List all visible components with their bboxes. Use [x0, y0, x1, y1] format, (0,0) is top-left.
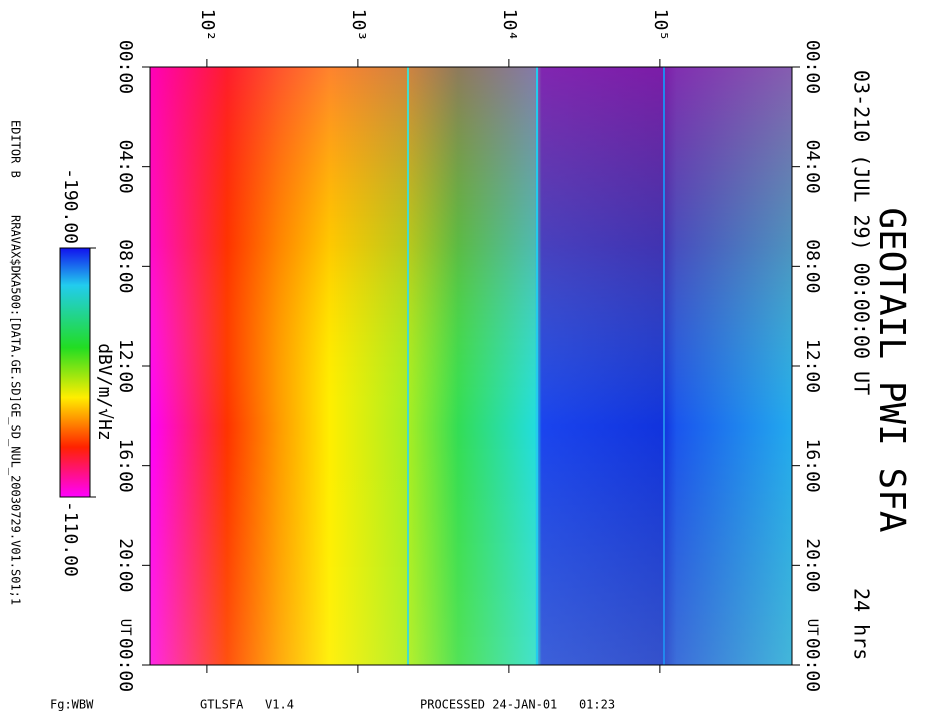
footer-program: GTLSFA V1.4: [200, 698, 294, 712]
subtitle: 03-210 (JUL 29) 00:00:00 UT: [850, 70, 874, 395]
footer-processed: PROCESSED 24-JAN-01 01:23: [420, 698, 615, 712]
x-tick-label: 10⁴: [499, 9, 520, 42]
y-tick-label: 16:00: [802, 439, 823, 493]
editor: EDITOR B: [9, 120, 23, 178]
y-tick-label: 12:00: [802, 339, 823, 393]
footer-mode: Fg:WBW: [50, 698, 94, 712]
time-unit: UT: [804, 619, 820, 636]
spectrogram-shade: [150, 67, 792, 665]
title: GEOTAIL PWI SFA: [871, 207, 912, 532]
y-tick-label: 08:00: [802, 239, 823, 293]
file-path: RRAVAX$DKA500:[DATA.GE.SD]GE_SD_NUL_2003…: [9, 215, 23, 605]
y-tick-label: 20:00: [802, 538, 823, 592]
y-tick-label: 08:00: [115, 239, 136, 293]
y-tick-label: 12:00: [115, 339, 136, 393]
spectrogram: [150, 67, 792, 665]
x-tick-label: 10³: [348, 9, 369, 42]
colorbar-tick-label: -190.00: [60, 168, 81, 244]
x-tick-label: 10⁵: [650, 9, 671, 42]
colorbar: [59, 247, 91, 498]
x-tick-label: 10²: [197, 9, 218, 42]
y-tick-label: 16:00: [115, 439, 136, 493]
y-tick-label: 00:00: [802, 638, 823, 692]
duration: 24 hrs: [850, 588, 874, 660]
time-unit: UT: [117, 619, 133, 636]
y-tick-label: 00:00: [802, 40, 823, 94]
colorbar-tick-label: -110.00: [60, 501, 81, 577]
colorbar-label: dBV/m/√Hz: [94, 343, 115, 441]
y-tick-label: 04:00: [802, 140, 823, 194]
y-tick-label: 00:00: [115, 638, 136, 692]
y-tick-label: 04:00: [115, 140, 136, 194]
y-tick-label: 20:00: [115, 538, 136, 592]
y-tick-label: 00:00: [115, 40, 136, 94]
